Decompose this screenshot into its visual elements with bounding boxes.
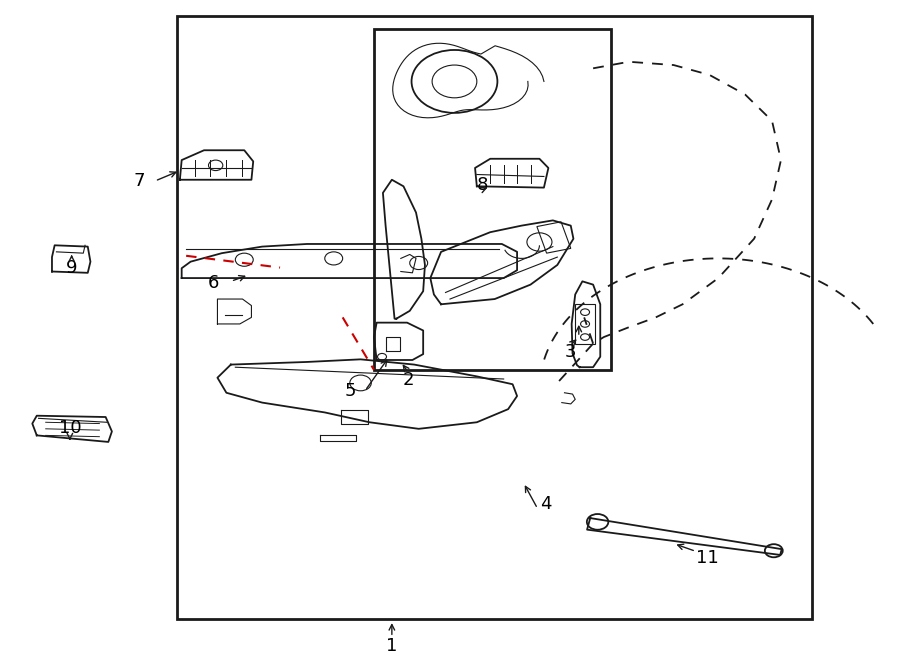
Text: 8: 8 — [476, 176, 488, 194]
Bar — [575, 304, 595, 344]
Text: 11: 11 — [697, 549, 719, 567]
Text: 5: 5 — [344, 382, 356, 400]
Bar — [177, 16, 812, 619]
Text: 1: 1 — [386, 637, 398, 656]
Polygon shape — [587, 518, 782, 555]
Text: 4: 4 — [540, 495, 552, 513]
Text: 10: 10 — [58, 418, 81, 436]
Text: 7: 7 — [134, 172, 146, 190]
Text: 3: 3 — [565, 343, 577, 361]
Text: 2: 2 — [402, 371, 414, 389]
Text: 9: 9 — [66, 259, 77, 277]
Text: 6: 6 — [207, 274, 219, 292]
Bar — [374, 29, 611, 369]
Bar — [537, 222, 571, 253]
